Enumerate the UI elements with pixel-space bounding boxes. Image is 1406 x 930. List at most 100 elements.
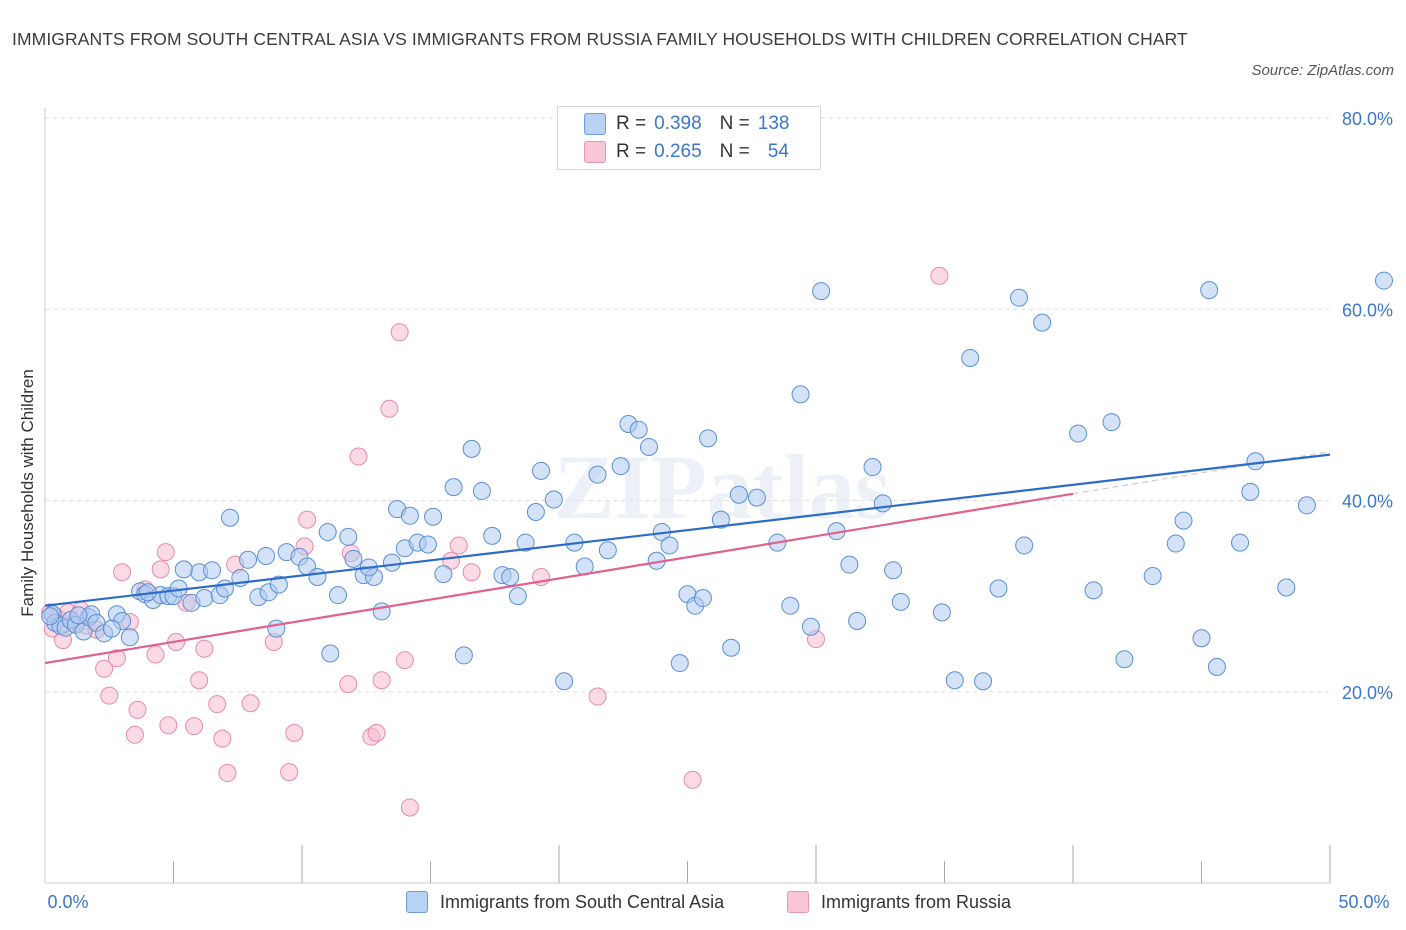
- scatter-point: [1174, 511, 1193, 530]
- scatter-point: [339, 675, 358, 694]
- scatter-point: [801, 617, 820, 636]
- scatter-point: [107, 649, 126, 668]
- scatter-point: [961, 349, 980, 368]
- scatter-point: [41, 607, 60, 626]
- legend-r-label: R =: [616, 113, 647, 134]
- legend-r-value: 0.265: [654, 141, 702, 162]
- scatter-point: [1231, 533, 1250, 552]
- scatter-point: [221, 508, 240, 527]
- scatter-point: [472, 481, 491, 500]
- scatter-point: [891, 592, 910, 611]
- trend-line-russia-extension: [1072, 451, 1331, 495]
- scatter-point: [462, 439, 481, 458]
- scatter-point: [1200, 281, 1219, 300]
- y-tick-label: 80.0%: [1342, 109, 1393, 129]
- scatter-point: [257, 546, 276, 565]
- bottom-legend-label: Immigrants from Russia: [821, 891, 1012, 912]
- scatter-point: [418, 535, 437, 554]
- scatter-point: [544, 490, 563, 509]
- scatter-point: [1277, 578, 1296, 597]
- legend-n-value: 138: [757, 113, 790, 134]
- scatter-point: [128, 700, 147, 719]
- y-tick-label: 60.0%: [1342, 300, 1393, 320]
- scatter-point: [349, 447, 368, 466]
- y-tick-labels: 20.0% 40.0% 60.0% 80.0%: [1342, 109, 1393, 703]
- scatter-point: [174, 560, 193, 579]
- scatter-point: [699, 429, 718, 448]
- scatter-point: [449, 536, 468, 555]
- scatter-point: [285, 723, 304, 742]
- scatter-point: [1374, 271, 1393, 290]
- scatter-point: [598, 541, 617, 560]
- trend-line-russia: [44, 492, 1074, 665]
- bottom-legend-label: Immigrants from South Central Asia: [440, 891, 725, 912]
- x-tick-label-max: 50.0%: [1338, 892, 1389, 912]
- series-south-central-asia-points: [41, 271, 1393, 691]
- scatter-point: [120, 628, 139, 647]
- source-label: Source: ZipAtlas.com: [1251, 62, 1394, 79]
- scatter-point: [1143, 567, 1162, 586]
- scatter-point: [159, 716, 178, 735]
- scatter-point: [483, 526, 502, 545]
- scatter-point: [100, 686, 119, 705]
- trend-lines: [44, 451, 1331, 665]
- legend-swatch-pink: [584, 141, 606, 163]
- scatter-point: [400, 798, 419, 817]
- scatter-point: [113, 563, 132, 582]
- scatter-point: [308, 568, 327, 586]
- scatter-point: [930, 266, 949, 285]
- scatter-point: [367, 723, 386, 742]
- legend-r-label: R =: [616, 141, 647, 162]
- scatter-point: [146, 645, 165, 664]
- scatter-point: [1084, 581, 1103, 600]
- scatter-point: [588, 687, 607, 706]
- scatter-point: [932, 603, 951, 622]
- scatter-point: [434, 565, 453, 584]
- legend-n-label: N =: [719, 141, 750, 162]
- scatter-point: [670, 654, 689, 673]
- scatter-point: [280, 763, 299, 782]
- scatter-point: [526, 502, 545, 521]
- scatter-point: [693, 589, 712, 608]
- scatter-point: [1069, 424, 1088, 443]
- scatter-point: [444, 478, 463, 497]
- scatter-point: [190, 671, 209, 690]
- scatter-point: [516, 533, 535, 552]
- scatter-point: [863, 458, 882, 477]
- scatter-point: [1102, 413, 1121, 432]
- scatter-point: [462, 563, 481, 582]
- scatter-point: [501, 568, 520, 586]
- scatter-point: [241, 694, 260, 713]
- scatter-point: [1015, 536, 1034, 555]
- scatter-point: [151, 560, 170, 579]
- scatter-point: [372, 671, 391, 690]
- scatter-point: [1166, 534, 1185, 553]
- scatter-point: [400, 506, 419, 525]
- scatter-point: [380, 399, 399, 418]
- scatter-point: [213, 729, 232, 748]
- scatter-point: [195, 589, 214, 608]
- bottom-legend-south-central-asia: Immigrants from South Central Asia: [406, 889, 724, 915]
- scatter-point: [729, 485, 748, 504]
- scatter-point: [611, 457, 630, 476]
- scatter-point: [267, 619, 286, 638]
- scatter-point: [185, 717, 204, 736]
- scatter-point: [390, 323, 409, 342]
- axes: [44, 108, 1331, 884]
- x-tick-label-min: 0.0%: [47, 892, 88, 912]
- scatter-point: [424, 507, 443, 526]
- scatter-point: [508, 587, 527, 606]
- chart-title: IMMIGRANTS FROM SOUTH CENTRAL ASIA VS IM…: [12, 29, 1188, 49]
- scatter-point: [588, 465, 607, 484]
- scatter-point: [1241, 482, 1260, 501]
- y-tick-label: 40.0%: [1342, 492, 1393, 512]
- scatter-point: [195, 639, 214, 658]
- scatter-point: [318, 523, 337, 542]
- scatter-point: [382, 553, 401, 572]
- scatter-point: [218, 764, 237, 783]
- scatter-point: [239, 550, 258, 569]
- scatter-point: [102, 619, 121, 638]
- scatter-point: [208, 695, 227, 714]
- scatter-point: [454, 646, 473, 665]
